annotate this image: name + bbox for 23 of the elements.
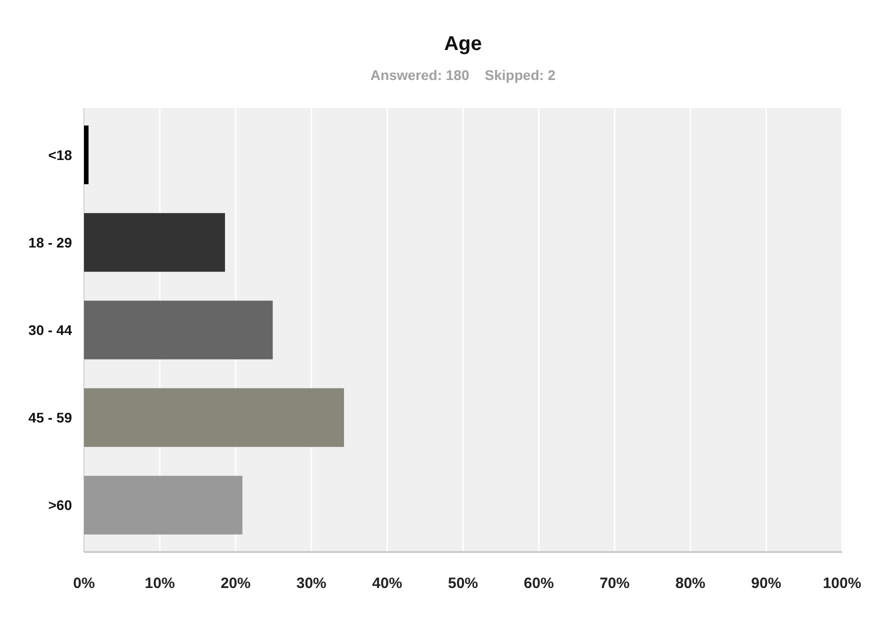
bar xyxy=(84,300,273,360)
x-tick-label: 70% xyxy=(600,575,630,592)
y-tick-label: <18 xyxy=(48,146,72,163)
chart-subtitle: Answered: 180 Skipped: 2 xyxy=(370,67,556,83)
x-tick-label: 30% xyxy=(296,575,326,592)
x-tick-label: 80% xyxy=(675,575,706,592)
y-tick-label: 30 - 44 xyxy=(28,322,72,338)
y-tick-label: 18 - 29 xyxy=(28,234,72,250)
x-tick-label: 100% xyxy=(822,575,862,592)
x-tick-label: 50% xyxy=(448,575,478,592)
y-tick-label: 45 - 59 xyxy=(28,409,72,426)
y-tick-label: >60 xyxy=(48,497,72,514)
x-tick-label: 40% xyxy=(372,575,402,592)
x-tick-label: 0% xyxy=(73,575,95,592)
bar xyxy=(84,213,225,272)
x-tick-label: 60% xyxy=(524,575,554,592)
bar xyxy=(84,388,344,447)
x-tick-label: 10% xyxy=(144,575,175,592)
chart-title: Age xyxy=(444,33,482,55)
x-tick-label: 90% xyxy=(751,575,782,592)
bar xyxy=(84,126,89,184)
x-tick-label: 20% xyxy=(220,575,251,592)
bar xyxy=(84,476,242,534)
